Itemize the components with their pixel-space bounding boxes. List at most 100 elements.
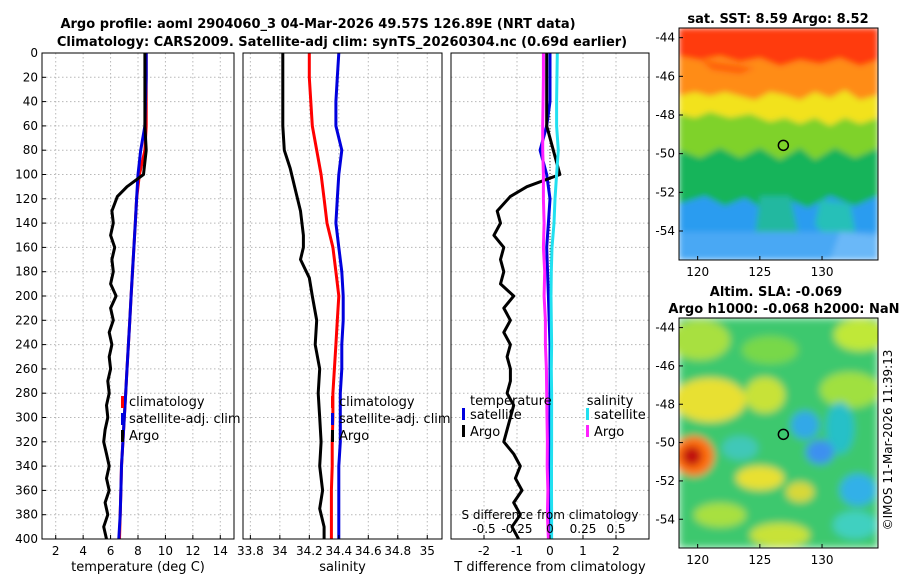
legend-label: Argo	[594, 425, 624, 440]
series-line-2	[549, 52, 560, 539]
legend-title-temperature: temperature	[470, 394, 552, 409]
sst-argo-location-marker	[777, 139, 790, 152]
map-lat-label: -54	[655, 512, 675, 526]
x-tick-label: 6	[107, 544, 115, 558]
legend-label: satellite	[594, 408, 646, 423]
legend-label: satellite-adj. clim	[339, 412, 451, 427]
map-lat-label: -48	[655, 397, 675, 411]
map-lat-label: -50	[655, 436, 675, 450]
y-tick-label: 220	[15, 313, 38, 327]
x-tick-label: 33.8	[237, 544, 264, 558]
map-lon-label: 130	[811, 553, 834, 567]
legend-swatch	[121, 430, 124, 442]
s-difference-tick-label: 0.25	[570, 522, 597, 536]
map-lat-label: -50	[655, 147, 675, 161]
x-tick-label: 8	[134, 544, 142, 558]
sla-map-frame	[678, 317, 879, 549]
x-tick-label: 1	[579, 544, 587, 558]
salinity-profile-panel: 33.8 34 34.2 34.4 34.6 34.8 35 salinity climatol…	[237, 52, 451, 575]
sst-heatmap-field	[679, 28, 878, 260]
y-tick-label: 320	[15, 435, 38, 449]
series-line-2	[102, 53, 148, 540]
y-tick-label: 80	[23, 143, 38, 157]
x-tick-label: -2	[478, 544, 490, 558]
legend-label: Argo	[470, 425, 500, 440]
legend-swatch	[586, 425, 589, 437]
s-difference-tick-label: 0	[546, 522, 554, 536]
legend-swatch	[331, 413, 334, 425]
map-lat-label: -46	[655, 69, 675, 83]
sst-map: sat. SST: 8.59 Argo: 8.52 -44 -46 -48 -50 -5…	[655, 12, 879, 279]
legend-label: satellite	[470, 408, 522, 423]
legend-label: Argo	[339, 429, 369, 444]
y-tick-label: 380	[15, 508, 38, 522]
x-axis-label: T difference from climatology	[453, 560, 646, 575]
map-lat-label: -48	[655, 108, 675, 122]
map-lat-label: -52	[655, 185, 675, 199]
legend-swatch	[331, 430, 334, 442]
sst-map-axes: -44 -46 -48 -50 -52 -54 120 125 130	[655, 31, 833, 279]
temperature-profile-panel: 0 20 40 60 80 100 120 140 160 180 200 220 240 260 280 3…	[15, 46, 241, 575]
x-tick-label: 2	[52, 544, 60, 558]
sla-map: Altim. SLA: -0.069 Argo h1000: -0.068 h2…	[655, 285, 899, 567]
legend-swatch	[331, 396, 334, 408]
legend-swatch	[121, 413, 124, 425]
y-tick-label: 40	[23, 95, 38, 109]
y-tick-label: 400	[15, 532, 38, 546]
x-tick-label: 14	[213, 544, 228, 558]
map-lat-label: -44	[655, 321, 675, 335]
x-tick-label: 12	[185, 544, 200, 558]
s-difference-tick-label: 0.5	[606, 522, 625, 536]
x-tick-label: 34	[272, 544, 287, 558]
y-tick-label: 160	[15, 240, 38, 254]
legend-swatch	[586, 408, 589, 420]
x-tick-label: 2	[612, 544, 620, 558]
y-tick-label: 360	[15, 483, 38, 497]
legend-label: satellite-adj. clim	[129, 412, 241, 427]
difference-profile-panel: -2 -1 0 1 2 T difference from climatology temp…	[450, 52, 650, 575]
legend-swatch	[462, 425, 465, 437]
map-lon-label: 120	[686, 553, 709, 567]
y-tick-label: 340	[15, 459, 38, 473]
map-lon-label: 120	[686, 265, 709, 279]
x-tick-label: 34.8	[384, 544, 411, 558]
sla-argo-location-marker	[777, 428, 790, 441]
legend-label: Argo	[129, 429, 159, 444]
map-lat-label: -44	[655, 31, 675, 45]
sst-map-frame	[678, 27, 879, 261]
map-lon-label: 125	[748, 553, 771, 567]
legend-label: climatology	[339, 395, 415, 410]
s-difference-axis-label: S difference from climatology	[462, 508, 639, 522]
y-tick-label: 140	[15, 216, 38, 230]
x-axis-label: salinity	[319, 560, 366, 575]
y-tick-label: 20	[23, 70, 38, 84]
x-tick-label: 34.6	[355, 544, 382, 558]
y-tick-label: 120	[15, 192, 38, 206]
s-difference-tick-label: -0.25	[501, 522, 532, 536]
x-tick-label: 34.2	[296, 544, 323, 558]
sla-map-subtitle: Argo h1000: -0.068 h2000: NaN	[668, 302, 899, 317]
map-lon-label: 130	[811, 265, 834, 279]
y-tick-label: 200	[15, 289, 38, 303]
map-lat-label: -54	[655, 224, 675, 238]
imos-credit: ©IMOS 11-Mar-2026 11:39:13	[881, 350, 895, 531]
series-line-2	[281, 53, 326, 539]
x-tick-label: 4	[79, 544, 87, 558]
sla-map-title: Altim. SLA: -0.069	[710, 285, 842, 300]
y-tick-label: 240	[15, 338, 38, 352]
map-lat-label: -46	[655, 359, 675, 373]
x-axis-label: temperature (deg C)	[71, 560, 205, 575]
series-line-1	[334, 52, 345, 539]
map-lat-label: -52	[655, 474, 675, 488]
series-line-0	[307, 53, 341, 539]
s-difference-tick-label: -0.5	[472, 522, 495, 536]
map-lon-label: 125	[748, 265, 771, 279]
y-tick-label: 0	[30, 46, 38, 60]
series-line-1	[117, 53, 148, 540]
x-tick-label: 35	[420, 544, 435, 558]
sst-map-title: sat. SST: 8.59 Argo: 8.52	[687, 12, 868, 27]
y-tick-label: 260	[15, 362, 38, 376]
figure-title: Argo profile: aoml 2904060_3 04-Mar-2026…	[60, 17, 575, 32]
x-tick-label: 10	[158, 544, 173, 558]
